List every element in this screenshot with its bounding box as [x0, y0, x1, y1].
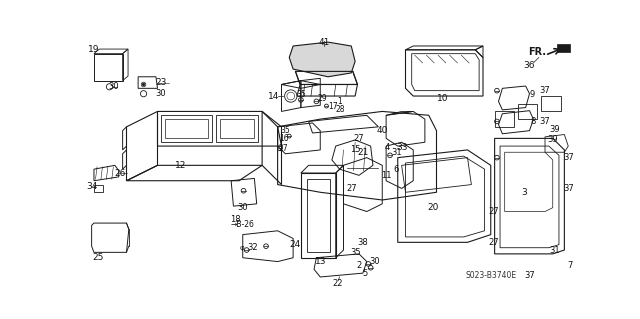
- Text: 27: 27: [488, 207, 499, 216]
- Text: 34: 34: [86, 182, 97, 191]
- Text: 37: 37: [540, 86, 550, 95]
- Text: 38: 38: [358, 238, 368, 247]
- Text: 22: 22: [332, 278, 342, 288]
- Text: 20: 20: [427, 203, 438, 212]
- Text: 30: 30: [108, 82, 118, 91]
- Text: 25: 25: [92, 253, 104, 262]
- Text: 32: 32: [248, 243, 258, 252]
- Text: 37: 37: [563, 184, 573, 193]
- Text: 13: 13: [314, 257, 326, 266]
- Text: 23: 23: [155, 78, 166, 87]
- Text: 21: 21: [357, 148, 369, 157]
- Text: 35: 35: [280, 126, 291, 135]
- Text: 29: 29: [318, 94, 328, 103]
- Text: →B-26: →B-26: [231, 220, 255, 229]
- Text: 19: 19: [88, 45, 100, 54]
- Text: 14: 14: [268, 92, 280, 100]
- Text: 37: 37: [540, 117, 550, 126]
- Text: 24: 24: [290, 240, 301, 249]
- Text: 2: 2: [356, 261, 362, 270]
- Text: 41: 41: [319, 38, 330, 47]
- Text: 11: 11: [381, 171, 392, 180]
- Text: 5: 5: [363, 269, 368, 278]
- Text: 17: 17: [328, 101, 337, 111]
- Text: 9: 9: [529, 90, 534, 99]
- Text: 37: 37: [524, 271, 535, 280]
- Text: 26: 26: [115, 168, 126, 178]
- Text: 37: 37: [563, 153, 573, 162]
- Polygon shape: [557, 44, 570, 52]
- Text: 8: 8: [531, 117, 536, 126]
- Text: 30: 30: [156, 89, 166, 98]
- Text: 40: 40: [376, 126, 388, 135]
- Text: 3: 3: [521, 188, 527, 197]
- Text: 39: 39: [549, 125, 559, 134]
- Text: 6: 6: [394, 165, 399, 174]
- Text: 27: 27: [354, 134, 364, 143]
- Text: FR.: FR.: [528, 47, 547, 57]
- Text: 30: 30: [237, 203, 248, 212]
- Text: 15: 15: [350, 145, 360, 154]
- Text: 33: 33: [396, 143, 408, 152]
- Text: 16: 16: [279, 134, 289, 143]
- Text: 31: 31: [549, 246, 559, 255]
- Text: 36: 36: [524, 61, 535, 70]
- Text: 18: 18: [230, 215, 240, 224]
- Text: φ: φ: [239, 245, 244, 251]
- Circle shape: [142, 83, 145, 85]
- Text: 4: 4: [385, 143, 390, 152]
- Text: 10: 10: [437, 94, 449, 103]
- Text: 12: 12: [175, 161, 186, 170]
- Polygon shape: [289, 42, 355, 77]
- Text: 27: 27: [278, 144, 288, 153]
- Text: 27: 27: [488, 238, 499, 247]
- Text: 30: 30: [369, 257, 380, 266]
- Text: 35: 35: [296, 90, 306, 99]
- Text: S023-B3740E: S023-B3740E: [465, 271, 516, 280]
- Text: 27: 27: [346, 184, 356, 193]
- Text: 7: 7: [567, 261, 573, 270]
- Text: 35: 35: [350, 248, 360, 257]
- Text: 28: 28: [335, 105, 345, 114]
- Text: 39: 39: [547, 136, 558, 145]
- Text: 1: 1: [337, 97, 342, 106]
- Text: 31: 31: [391, 148, 401, 157]
